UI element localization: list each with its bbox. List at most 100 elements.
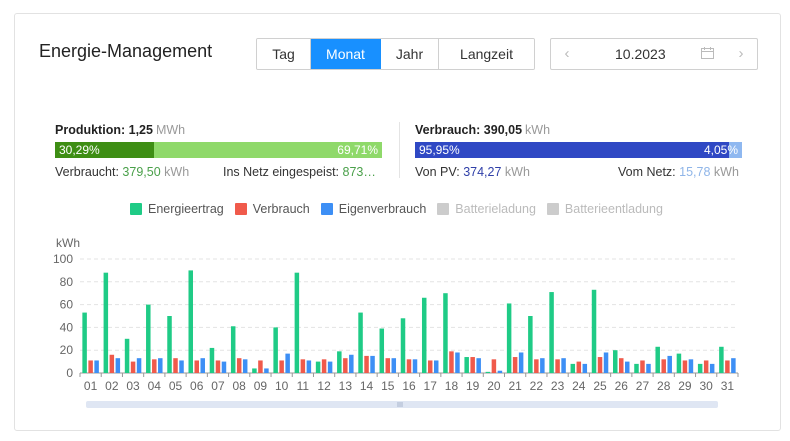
x-tick-label: 23 — [551, 379, 565, 393]
bar-verbrauch-22 — [534, 359, 539, 373]
consumed-unit: kWh — [164, 165, 190, 179]
production-bar: 30,29% 69,71% — [55, 142, 382, 158]
production-label: Produktion: — [55, 123, 126, 137]
bar-eigenverbrauch-15 — [391, 358, 397, 373]
bar-energieertrag-12 — [315, 361, 321, 373]
bar-energieertrag-07 — [209, 347, 215, 373]
legend-item-batterieladung[interactable]: Batterieladung — [437, 202, 536, 216]
bar-eigenverbrauch-22 — [540, 358, 545, 373]
bar-energieertrag-28 — [655, 346, 660, 373]
bar-energieertrag-03 — [124, 338, 130, 373]
legend-label: Energieertrag — [148, 202, 224, 216]
tab-jahr[interactable]: Jahr — [381, 39, 439, 69]
x-tick-label: 15 — [381, 379, 395, 393]
legend-item-batterieentladung[interactable]: Batterieentladung — [546, 202, 663, 216]
bar-eigenverbrauch-27 — [646, 363, 651, 373]
bar-eigenverbrauch-03 — [136, 358, 142, 373]
bar-energieertrag-10 — [273, 327, 278, 373]
bar-eigenverbrauch-20 — [497, 370, 503, 373]
bar-verbrauch-31 — [725, 360, 730, 373]
x-tick-label: 08 — [233, 379, 247, 393]
x-tick-label: 27 — [636, 379, 650, 393]
tab-tag[interactable]: Tag — [257, 39, 311, 69]
bar-energieertrag-08 — [230, 326, 236, 373]
energy-bar-chart: kWh 0 20 40 60 80 100 01 02 03 04 05 06 07 08 09 10 11 12 1… — [53, 236, 739, 393]
bar-verbrauch-04 — [152, 359, 157, 373]
bar-verbrauch-24 — [576, 361, 582, 373]
x-tick-label: 17 — [424, 379, 438, 393]
y-tick-label: 60 — [60, 298, 74, 312]
consumption-unit: kWh — [525, 123, 551, 137]
bar-verbrauch-19 — [470, 357, 475, 373]
legend-item-eigenverbrauch[interactable]: Eigenverbrauch — [320, 202, 426, 216]
bar-eigenverbrauch-25 — [603, 352, 609, 373]
bar-eigenverbrauch-07 — [221, 361, 227, 373]
y-tick-label: 0 — [66, 366, 73, 380]
bar-energieertrag-15 — [379, 328, 385, 373]
bar-energieertrag-06 — [188, 270, 193, 373]
bar-eigenverbrauch-23 — [561, 358, 566, 373]
x-tick-label: 31 — [721, 379, 735, 393]
production-value: 1,25 — [128, 123, 153, 137]
x-tick-label: 05 — [169, 379, 183, 393]
y-tick-label: 80 — [60, 275, 74, 289]
metrics-divider — [399, 122, 400, 178]
production-fed-in: Ins Netz eingespeist: 873… — [223, 165, 376, 179]
legend-item-energieertrag[interactable]: Energieertrag — [130, 202, 224, 216]
bar-energieertrag-02 — [103, 272, 109, 373]
consumption-from-pv: Von PV: 374,27 kWh — [415, 165, 530, 179]
bar-eigenverbrauch-29 — [688, 359, 694, 373]
bar-energieertrag-04 — [146, 304, 151, 373]
bar-eigenverbrauch-12 — [327, 361, 333, 373]
calendar-icon[interactable] — [701, 47, 714, 59]
consumption-from-grid: Vom Netz: 15,78 kWh — [618, 165, 739, 179]
x-tick-label: 03 — [126, 379, 140, 393]
tab-monat[interactable]: Monat — [311, 39, 381, 69]
bar-energieertrag-14 — [358, 312, 363, 373]
date-value[interactable]: 10.2023 — [615, 46, 666, 62]
bar-energieertrag-21 — [506, 303, 512, 373]
bar-energieertrag-29 — [676, 353, 682, 373]
energy-card — [14, 13, 781, 431]
grid-label: Vom Netz: — [618, 165, 676, 179]
bar-energieertrag-18 — [443, 293, 448, 373]
bar-verbrauch-20 — [491, 359, 497, 373]
scrollbar-grip-icon[interactable] — [396, 401, 404, 408]
bar-eigenverbrauch-24 — [582, 363, 588, 373]
legend-item-verbrauch[interactable]: Verbrauch — [234, 202, 310, 216]
x-tick-label: 22 — [530, 379, 544, 393]
bar-energieertrag-25 — [591, 289, 597, 373]
bar-eigenverbrauch-16 — [412, 359, 418, 373]
bar-verbrauch-13 — [343, 358, 348, 373]
bar-verbrauch-21 — [512, 357, 518, 373]
chevron-right-icon[interactable]: › — [738, 45, 744, 62]
x-tick-label: 02 — [105, 379, 119, 393]
legend-swatch — [234, 203, 247, 215]
x-tick-label: 16 — [402, 379, 416, 393]
grid-value: 15,78 — [679, 165, 711, 179]
bar-verbrauch-06 — [194, 360, 199, 373]
bar-energieertrag-19 — [464, 357, 469, 373]
production-right-pct: 69,71% — [337, 143, 378, 157]
bar-verbrauch-29 — [682, 360, 688, 373]
bar-verbrauch-25 — [597, 357, 603, 373]
grid-unit: kWh — [713, 165, 739, 179]
production-header: Produktion: 1,25 MWh — [55, 123, 185, 137]
chart-legend: Energieertrag Verbrauch Eigenverbrauch Batt… — [130, 202, 674, 216]
consumption-bar-from-pv: 95,95% — [415, 142, 729, 158]
bar-eigenverbrauch-21 — [518, 352, 524, 373]
bar-verbrauch-12 — [321, 359, 327, 373]
bar-eigenverbrauch-14 — [370, 355, 375, 373]
bar-energieertrag-26 — [613, 350, 618, 373]
tab-langzeit[interactable]: Langzeit — [439, 39, 534, 69]
x-tick-label: 24 — [572, 379, 586, 393]
y-tick-label: 20 — [60, 343, 74, 357]
bar-verbrauch-26 — [619, 358, 624, 373]
bar-verbrauch-09 — [258, 360, 263, 373]
bar-verbrauch-27 — [640, 360, 645, 373]
legend-swatch — [130, 203, 142, 215]
month-picker[interactable]: ‹ 10.2023 › — [550, 38, 758, 70]
bar-verbrauch-15 — [385, 358, 391, 373]
x-tick-label: 11 — [297, 379, 310, 393]
chevron-left-icon[interactable]: ‹ — [564, 45, 570, 62]
